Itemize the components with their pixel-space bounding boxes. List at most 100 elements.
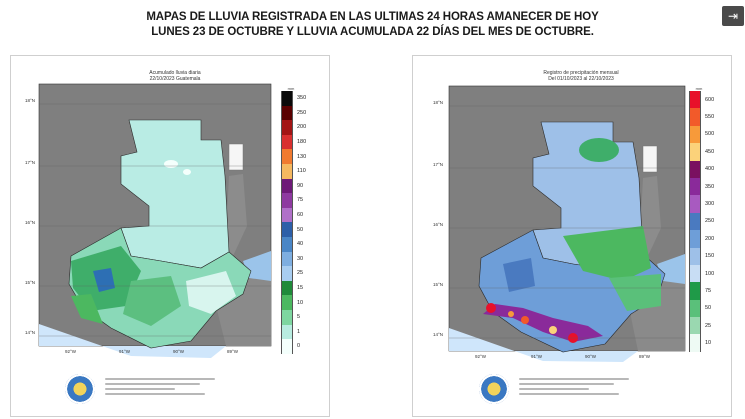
legend-swatch xyxy=(689,247,701,265)
legend-item: 75 xyxy=(689,282,733,300)
legend-item: 50 xyxy=(281,222,325,237)
monthly-rain-map-panel: Registro de precipitación mensual Del 01… xyxy=(412,55,732,417)
legend-value: 30 xyxy=(297,255,304,262)
legend-swatch xyxy=(281,236,293,252)
legend-value: 75 xyxy=(297,197,304,204)
legend-value: 600 xyxy=(705,96,715,103)
lat-label: 18°N xyxy=(433,100,444,105)
daily-rain-map xyxy=(38,83,272,358)
lat-label: 16°N xyxy=(25,220,36,225)
title-line-1: MAPAS DE LLUVIA REGISTRADA EN LAS ULTIMA… xyxy=(146,11,599,23)
legend-value: 25 xyxy=(297,270,304,277)
legend-value: 200 xyxy=(705,235,715,242)
legend-value: 400 xyxy=(705,166,715,173)
legend-item: 5 xyxy=(281,309,325,325)
legend-value: 250 xyxy=(705,218,715,225)
daily-map-title-line1: Acumulado lluvia diaria xyxy=(149,70,201,76)
legend-value: 350 xyxy=(705,183,715,190)
page-title: MAPAS DE LLUVIA REGISTRADA EN LAS ULTIMA… xyxy=(0,10,745,40)
legend-value: 60 xyxy=(297,212,304,219)
legend-value: 200 xyxy=(297,124,307,131)
legend-item: 550 xyxy=(689,108,733,126)
legend-swatch xyxy=(281,134,293,150)
legend-value: 90 xyxy=(297,182,304,189)
legend-swatch xyxy=(689,108,701,126)
legend-item: 600 xyxy=(689,91,733,109)
legend-value: 50 xyxy=(705,305,712,312)
legend-item: 25 xyxy=(689,317,733,335)
legend-item: 90 xyxy=(281,178,325,194)
legend-item: 250 xyxy=(281,105,325,121)
legend-value: 500 xyxy=(705,131,715,138)
legend-item: 350 xyxy=(281,91,325,106)
legend-swatch xyxy=(689,177,701,196)
legend-swatch xyxy=(281,251,293,267)
title-line-2: LUNES 23 DE OCTUBRE Y LLUVIA ACUMULADA 2… xyxy=(151,26,594,38)
legend-swatch xyxy=(689,299,701,318)
legend-value: 75 xyxy=(705,287,712,294)
legend-item: 10 xyxy=(689,334,733,352)
legend-swatch xyxy=(281,120,293,135)
legend-value: 1 xyxy=(297,328,301,335)
legend-value: 110 xyxy=(297,168,306,175)
legend-swatch xyxy=(689,282,701,300)
legend-item: 400 xyxy=(689,160,733,178)
legend-value: 25 xyxy=(705,322,712,329)
monthly-map-title-line2: Del 01/10/2023 al 22/10/2023 xyxy=(548,76,614,82)
legend-swatch xyxy=(281,339,293,354)
legend-value: 350 xyxy=(297,95,307,102)
legend-value: 50 xyxy=(297,226,304,233)
legend-value: 550 xyxy=(705,114,715,121)
lon-label: 90°W xyxy=(585,354,597,359)
lon-label: 89°W xyxy=(639,354,651,359)
legend-swatch xyxy=(689,195,701,213)
lat-label: 16°N xyxy=(433,222,444,227)
legend-swatch xyxy=(281,222,293,237)
legend-swatch xyxy=(689,264,701,283)
daily-map-title: Acumulado lluvia diaria 22/10/2023 Guate… xyxy=(75,70,275,82)
monthly-map-title: Registro de precipitación mensual Del 01… xyxy=(481,70,681,82)
legend-swatch xyxy=(281,280,293,296)
lat-label: 15°N xyxy=(25,280,36,285)
legend-value: 10 xyxy=(705,340,712,347)
legend-item: 200 xyxy=(689,230,733,248)
insivumeh-logo xyxy=(65,374,95,404)
legend-item: 500 xyxy=(689,125,733,144)
legend-value: 100 xyxy=(705,270,715,277)
monthly-legend: mm 600 550 500 450 400 350 300 250 200 150 100 75 50… xyxy=(689,86,733,376)
legend-swatch xyxy=(281,309,293,325)
legend-item: 250 xyxy=(689,212,733,231)
daily-map-title-line2: 22/10/2023 Guatemala xyxy=(149,76,201,82)
lat-label: 14°N xyxy=(25,330,36,335)
legend-swatch xyxy=(281,178,293,194)
legend-value: 150 xyxy=(705,253,715,260)
legend-item: 450 xyxy=(689,143,733,161)
lat-label: 15°N xyxy=(433,282,444,287)
exit-icon[interactable]: ⇥ xyxy=(722,6,744,26)
legend-item: 75 xyxy=(281,193,325,208)
legend-swatch xyxy=(281,105,293,121)
legend-item: 180 xyxy=(281,134,325,150)
legend-swatch xyxy=(281,193,293,208)
legend-item: 30 xyxy=(281,251,325,267)
lon-label: 91°W xyxy=(119,349,131,354)
legend-swatch xyxy=(281,207,293,223)
legend-swatch xyxy=(689,230,701,248)
legend-item: 1 xyxy=(281,324,325,340)
legend-swatch xyxy=(281,266,293,281)
legend-units: mm xyxy=(695,86,703,91)
legend-swatch xyxy=(689,91,701,109)
legend-value: 450 xyxy=(705,148,715,155)
legend-value: 40 xyxy=(297,241,304,248)
lat-label: 17°N xyxy=(25,160,36,165)
daily-rain-map-panel: Acumulado lluvia diaria 22/10/2023 Guate… xyxy=(10,55,330,417)
legend-item: 150 xyxy=(689,247,733,265)
legend-value: 15 xyxy=(297,285,304,292)
legend-item: 300 xyxy=(689,195,733,213)
monthly-map-title-line1: Registro de precipitación mensual xyxy=(543,70,619,76)
legend-swatch xyxy=(689,317,701,335)
legend-value: 300 xyxy=(705,201,715,208)
legend-value: 0 xyxy=(297,343,301,350)
legend-item: 60 xyxy=(281,207,325,223)
legend-item: 350 xyxy=(689,177,733,196)
